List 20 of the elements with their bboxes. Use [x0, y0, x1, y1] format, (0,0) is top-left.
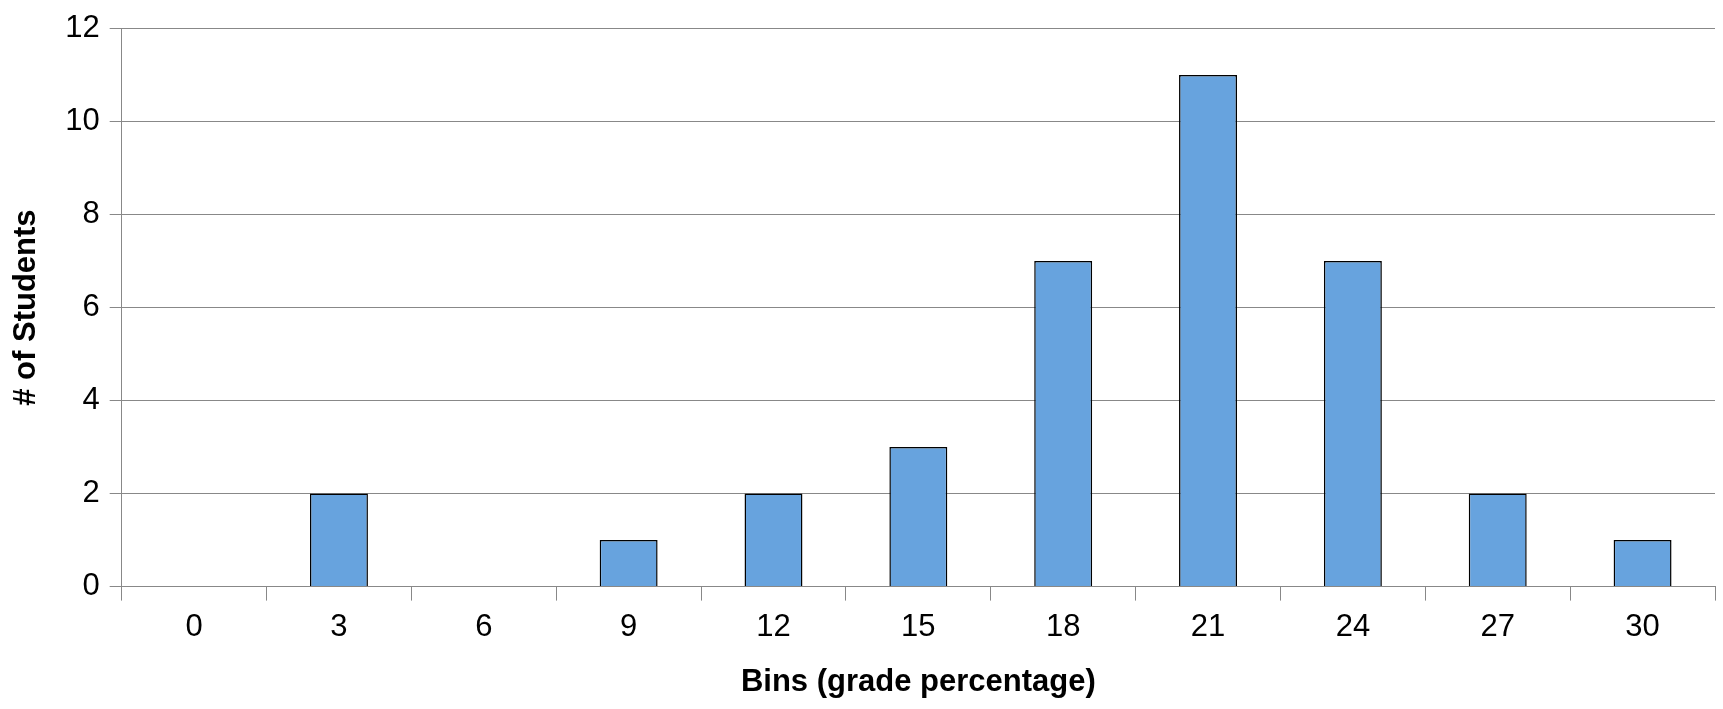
x-tick-label: 12 — [756, 607, 791, 643]
x-tick-label: 9 — [620, 607, 638, 643]
y-tick-label: 4 — [82, 381, 100, 417]
y-tick-label: 10 — [65, 102, 100, 138]
y-axis-title: # of Students — [7, 209, 43, 406]
y-tick-label: 8 — [82, 195, 100, 231]
y-tick-label: 2 — [82, 474, 100, 510]
x-tick-label: 21 — [1190, 607, 1226, 643]
x-tick-label: 6 — [475, 607, 493, 643]
y-tick-label: 0 — [82, 567, 100, 603]
x-tick-label: 15 — [901, 607, 936, 643]
x-axis-title: Bins (grade percentage) — [740, 662, 1096, 698]
x-tick-label: 18 — [1045, 607, 1081, 643]
y-tick-label: 12 — [65, 9, 100, 45]
x-tick-label: 27 — [1480, 607, 1515, 643]
x-tick-label: 0 — [185, 607, 203, 643]
x-tick-label: 24 — [1335, 607, 1371, 643]
x-tick-label: 30 — [1625, 607, 1660, 643]
y-tick-label: 6 — [82, 288, 100, 324]
x-tick-label: 3 — [330, 607, 348, 643]
